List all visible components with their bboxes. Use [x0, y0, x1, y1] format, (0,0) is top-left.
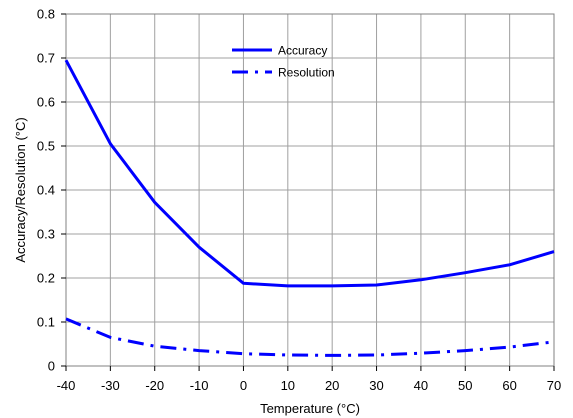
series-line-accuracy: [64, 59, 555, 288]
x-tick-label: 70: [547, 378, 561, 393]
x-tick-label: 40: [414, 378, 428, 393]
x-tick-label: 10: [281, 378, 295, 393]
legend-label-accuracy: Accuracy: [278, 44, 327, 58]
legend: Accuracy Resolution: [232, 44, 335, 80]
x-tick-label: 50: [458, 378, 472, 393]
x-tick-label: 60: [502, 378, 516, 393]
series-lines: [64, 59, 555, 357]
y-tick-label: 0.7: [37, 51, 55, 66]
y-tick-label: 0.8: [37, 7, 55, 22]
x-tick-label: -30: [101, 378, 120, 393]
x-axis-title: Temperature (°C): [260, 401, 360, 416]
y-tick-label: 0.6: [37, 95, 55, 110]
x-tick-label: 20: [325, 378, 339, 393]
series-line-resolution: [65, 317, 555, 357]
y-axis-title: Accuracy/Resolution (°C): [13, 117, 28, 262]
y-tick-label: 0.3: [37, 227, 55, 242]
x-tick-label: -20: [145, 378, 164, 393]
x-tick-label: -10: [190, 378, 209, 393]
y-tick-label: 0.5: [37, 139, 55, 154]
tick-labels: -40 -30 -20 -10 0 10 20 30 40 50 60 70 0 0.1 0.2 0.3 0.4…: [37, 7, 561, 394]
legend-label-resolution: Resolution: [278, 66, 335, 80]
y-tick-label: 0: [48, 359, 55, 374]
y-tick-label: 0.1: [37, 315, 55, 330]
x-tick-label: 30: [369, 378, 383, 393]
x-tick-label: 0: [240, 378, 247, 393]
x-tick-label: -40: [57, 378, 76, 393]
y-tick-label: 0.2: [37, 271, 55, 286]
y-tick-label: 0.4: [37, 183, 55, 198]
